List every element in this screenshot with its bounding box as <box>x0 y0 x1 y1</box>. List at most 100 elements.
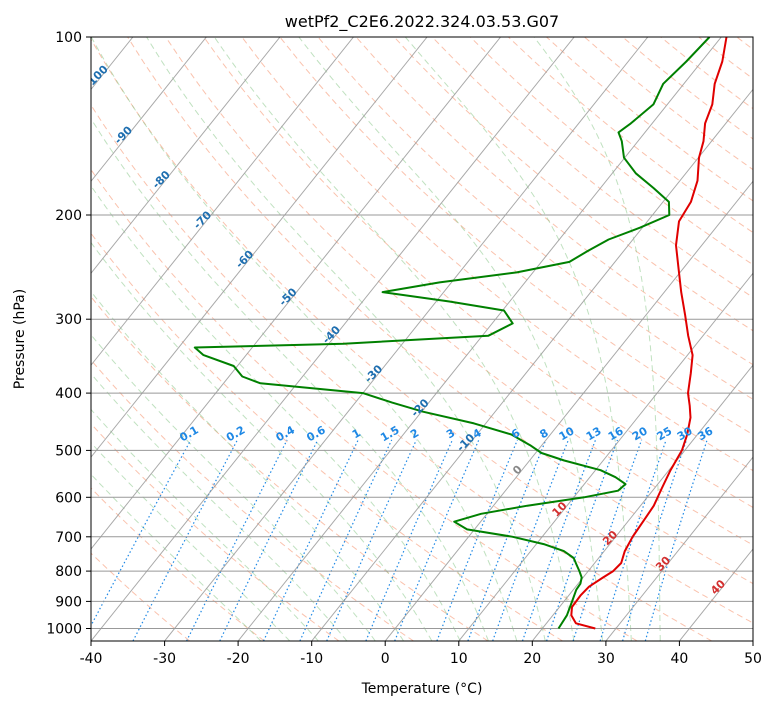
dry-adiabat <box>393 37 753 332</box>
dry-adiabat <box>584 37 753 171</box>
isotherm-label: -60 <box>233 248 256 271</box>
mixing-ratio-label: 0.2 <box>224 423 247 444</box>
dry-adiabats <box>91 37 753 641</box>
isotherm-line <box>531 364 753 641</box>
dry-adiabat <box>91 295 489 641</box>
y-tick-label: 400 <box>55 386 82 402</box>
x-tick-label: -20 <box>227 651 250 667</box>
isobars <box>91 37 753 629</box>
x-tick-label: 10 <box>450 651 468 667</box>
isotherm-label: -20 <box>408 396 431 419</box>
mixing-ratio-lines <box>91 439 708 641</box>
x-tick-label: 40 <box>670 651 688 667</box>
moist-adiabat <box>213 37 575 641</box>
isotherm-line <box>91 37 575 641</box>
mixing-ratio-line <box>262 439 359 641</box>
mixing-ratio-line <box>599 439 667 641</box>
isotherm-label: -100 <box>82 62 111 91</box>
dry-adiabat <box>91 104 713 641</box>
y-tick-label: 100 <box>55 30 82 46</box>
isotherm-line <box>164 37 649 641</box>
y-tick-label: 600 <box>55 490 82 506</box>
dry-adiabat <box>91 359 414 641</box>
isotherm-line <box>605 456 753 641</box>
isotherm-label: 40 <box>708 577 728 597</box>
moist-adiabat <box>91 290 405 641</box>
isotherm-label: -80 <box>150 168 173 191</box>
moist-adiabat <box>146 37 546 641</box>
dry-adiabat <box>91 168 638 641</box>
isotherms <box>0 37 753 641</box>
isotherm-line <box>752 640 753 641</box>
moist-adiabat <box>91 373 348 641</box>
x-axis-label: Temperature (°C) <box>361 681 483 697</box>
moist-adiabat <box>91 37 518 641</box>
mixing-ratio-line <box>622 439 688 641</box>
mixing-ratio-label: 1 <box>350 426 363 441</box>
mixing-ratio-line <box>186 439 288 641</box>
isotherm-line <box>237 37 722 641</box>
dry-adiabat <box>736 37 753 50</box>
x-tick-label: -40 <box>80 651 103 667</box>
dry-adiabat <box>508 37 753 234</box>
isotherm-label: 20 <box>600 528 620 548</box>
mixing-ratio-label: 36 <box>695 424 715 443</box>
isotherm-line <box>91 37 281 275</box>
dewpoint-line <box>193 37 711 630</box>
chart-title: wetPf2_C2E6.2022.324.03.53.G07 <box>285 12 559 32</box>
x-tick-label: -30 <box>153 651 176 667</box>
y-tick-label: 800 <box>55 564 82 580</box>
dry-adiabat <box>127 37 753 585</box>
moist-adiabat <box>91 442 291 641</box>
x-tick-label: -10 <box>300 651 323 667</box>
dry-adiabat <box>91 487 265 641</box>
dry-adiabat <box>469 37 753 266</box>
mixing-ratio-label: 2 <box>408 426 421 441</box>
dry-adiabat <box>91 552 191 641</box>
dry-adiabat <box>165 37 753 546</box>
y-tick-label: 700 <box>55 530 82 546</box>
mixing-ratio-label: 0.1 <box>177 423 200 444</box>
isotherm-line <box>311 88 753 641</box>
y-tick-label: 900 <box>55 594 82 610</box>
mixing-ratio-label: 0.4 <box>274 423 298 444</box>
isotherm-line <box>0 37 59 641</box>
x-tick-label: 30 <box>597 651 615 667</box>
dry-adiabat <box>317 37 753 400</box>
moist-adiabat <box>91 408 319 641</box>
y-axis-label: Pressure (hPa) <box>12 289 28 389</box>
temperature-line <box>570 37 728 630</box>
isotherm-label: -70 <box>191 208 214 231</box>
dry-adiabat <box>546 37 753 202</box>
x-tick-label: 50 <box>744 651 762 667</box>
mixing-ratio-label: 8 <box>537 426 550 441</box>
mixing-ratio-label: 25 <box>654 424 674 443</box>
moist-adiabat <box>404 37 632 641</box>
moist-adiabat <box>298 37 603 641</box>
x-axis-ticks: -40 -30 -20 -10 0 10 20 30 40 50 <box>80 641 762 667</box>
isotherm-line <box>91 37 501 550</box>
y-tick-label: 500 <box>55 443 82 459</box>
profile-lines <box>193 37 728 630</box>
moist-adiabat <box>91 117 489 641</box>
mixing-ratio-label: 30 <box>675 424 695 443</box>
y-tick-label: 200 <box>55 208 82 224</box>
moist-adiabat <box>91 241 433 641</box>
mixing-ratio-line <box>521 439 597 641</box>
mixing-ratio-line <box>644 439 708 641</box>
isotherm-line <box>384 180 753 641</box>
mixing-ratio-line <box>365 439 453 641</box>
x-tick-label: 0 <box>381 651 390 667</box>
moist-adiabats <box>91 37 661 641</box>
dry-adiabat <box>91 38 753 624</box>
plot-frame <box>90 36 754 642</box>
isotherm-label: -30 <box>362 362 385 385</box>
dry-adiabat <box>355 37 753 366</box>
x-tick-label: 20 <box>523 651 541 667</box>
moist-adiabat <box>91 334 376 641</box>
mixing-ratio-label: 10 <box>557 424 577 443</box>
isotherm-line <box>458 272 753 641</box>
mixing-ratio-line <box>132 439 238 641</box>
mixing-ratio-label: 13 <box>584 424 604 443</box>
moist-adiabat <box>533 37 661 641</box>
